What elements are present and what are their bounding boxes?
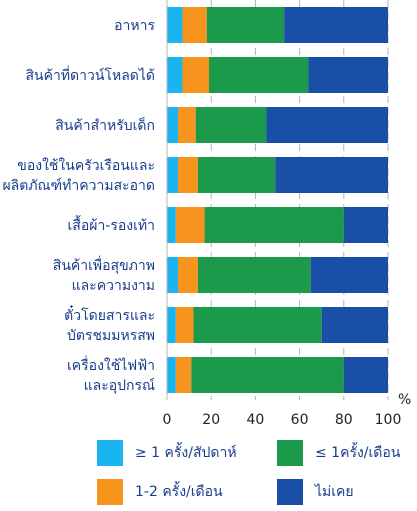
x-tick-label-20: 20 (202, 412, 220, 428)
bar-segment-row4-series3 (197, 157, 276, 193)
x-axis-unit: % (398, 392, 411, 408)
bar-segment-row2-series2 (182, 57, 209, 93)
bar-segment-row5-series4 (343, 207, 388, 243)
legend-label-1-2-monthly: 1-2 ครั้ง/เดือน (135, 484, 223, 500)
category-label-2-line1: สินค้าที่ดาวน์โหลดได้ (25, 66, 155, 84)
category-label-8-line1: เครื่องใช้ไฟฟ้า (67, 356, 155, 374)
bar-segment-row5-series1 (167, 207, 176, 243)
bar-segment-row5-series2 (175, 207, 205, 243)
category-label-4-line2: ผลิตภัณฑ์ทำความสะอาด (2, 177, 155, 194)
x-tick-label-100: 100 (375, 412, 402, 428)
bar-segment-row3-series3 (195, 107, 267, 143)
bar-segment-row6-series3 (197, 257, 311, 293)
category-label-7-line1: ตั๋วโดยสารและ (64, 305, 155, 324)
bars (166, 0, 388, 400)
bar-segment-row7-series4 (321, 307, 388, 343)
bar-segment-row4-series1 (167, 157, 179, 193)
category-labels: อาหารสินค้าที่ดาวน์โหลดได้สินค้าสำหรับเด… (2, 18, 155, 394)
bar-segment-row4-series2 (178, 157, 198, 193)
bar-segment-row1-series3 (206, 7, 285, 43)
legend-swatch-1-2-monthly (97, 479, 123, 505)
bar-segment-row2-series1 (167, 57, 183, 93)
legend-item-never: ไม่เคย (277, 479, 354, 505)
bar-segment-row7-series1 (167, 307, 176, 343)
category-label-4-line1: ของใช้ในครัวเรือนและ (17, 157, 155, 174)
legend-swatch-never (277, 479, 303, 505)
bar-segment-row8-series3 (191, 357, 344, 393)
category-label-6-line2: และความงาม (72, 278, 155, 294)
bar-segment-row3-series1 (167, 107, 179, 143)
legend-label-monthly-or-less: ≤ 1ครั้ง/เดือน (315, 445, 401, 461)
bar-segment-row6-series4 (310, 257, 388, 293)
legend-item-weekly: ≥ 1 ครั้ง/สัปดาห์ (97, 440, 237, 466)
legend-label-weekly: ≥ 1 ครั้ง/สัปดาห์ (135, 445, 237, 461)
legend-label-never: ไม่เคย (315, 484, 354, 500)
category-label-1-line1: อาหาร (114, 18, 155, 34)
bar-segment-row3-series4 (266, 107, 388, 143)
bar-segment-row2-series4 (308, 57, 388, 93)
x-tick-label-80: 80 (335, 412, 353, 428)
bar-segment-row1-series4 (284, 7, 388, 43)
x-tick-label-60: 60 (291, 412, 309, 428)
bar-segment-row2-series3 (208, 57, 309, 93)
legend-item-1-2-monthly: 1-2 ครั้ง/เดือน (97, 479, 223, 505)
bar-segment-row8-series4 (343, 357, 388, 393)
category-label-7-line2: บัตรชมมหรสพ (67, 328, 155, 344)
bar-segment-row5-series3 (204, 207, 344, 243)
legend-swatch-weekly (97, 440, 123, 466)
x-tick-label-40: 40 (246, 412, 264, 428)
bar-segment-row8-series1 (167, 357, 176, 393)
category-label-5-line1: เสื้อผ้า-รองเท้า (68, 215, 156, 234)
legend-item-monthly-or-less: ≤ 1ครั้ง/เดือน (277, 440, 400, 466)
bar-segment-row4-series4 (275, 157, 388, 193)
category-label-8-line2: และอุปกรณ์ (84, 377, 155, 394)
bar-segment-row3-series2 (178, 107, 196, 143)
bar-segment-row6-series1 (167, 257, 179, 293)
category-label-6-line1: สินค้าเพื่อสุขภาพ (53, 256, 155, 274)
bar-segment-row8-series2 (175, 357, 192, 393)
bar-segment-row7-series3 (193, 307, 322, 343)
legend-swatch-monthly-or-less (277, 440, 303, 466)
x-tick-label-0: 0 (163, 412, 172, 428)
bar-segment-row1-series2 (182, 7, 207, 43)
x-axis-ticks: 0 20 40 60 80 100 (163, 412, 402, 428)
category-label-3-line1: สินค้าสำหรับเด็ก (55, 116, 155, 134)
bar-segment-row6-series2 (178, 257, 198, 293)
bar-segment-row1-series1 (167, 7, 183, 43)
bar-segment-row7-series2 (175, 307, 194, 343)
